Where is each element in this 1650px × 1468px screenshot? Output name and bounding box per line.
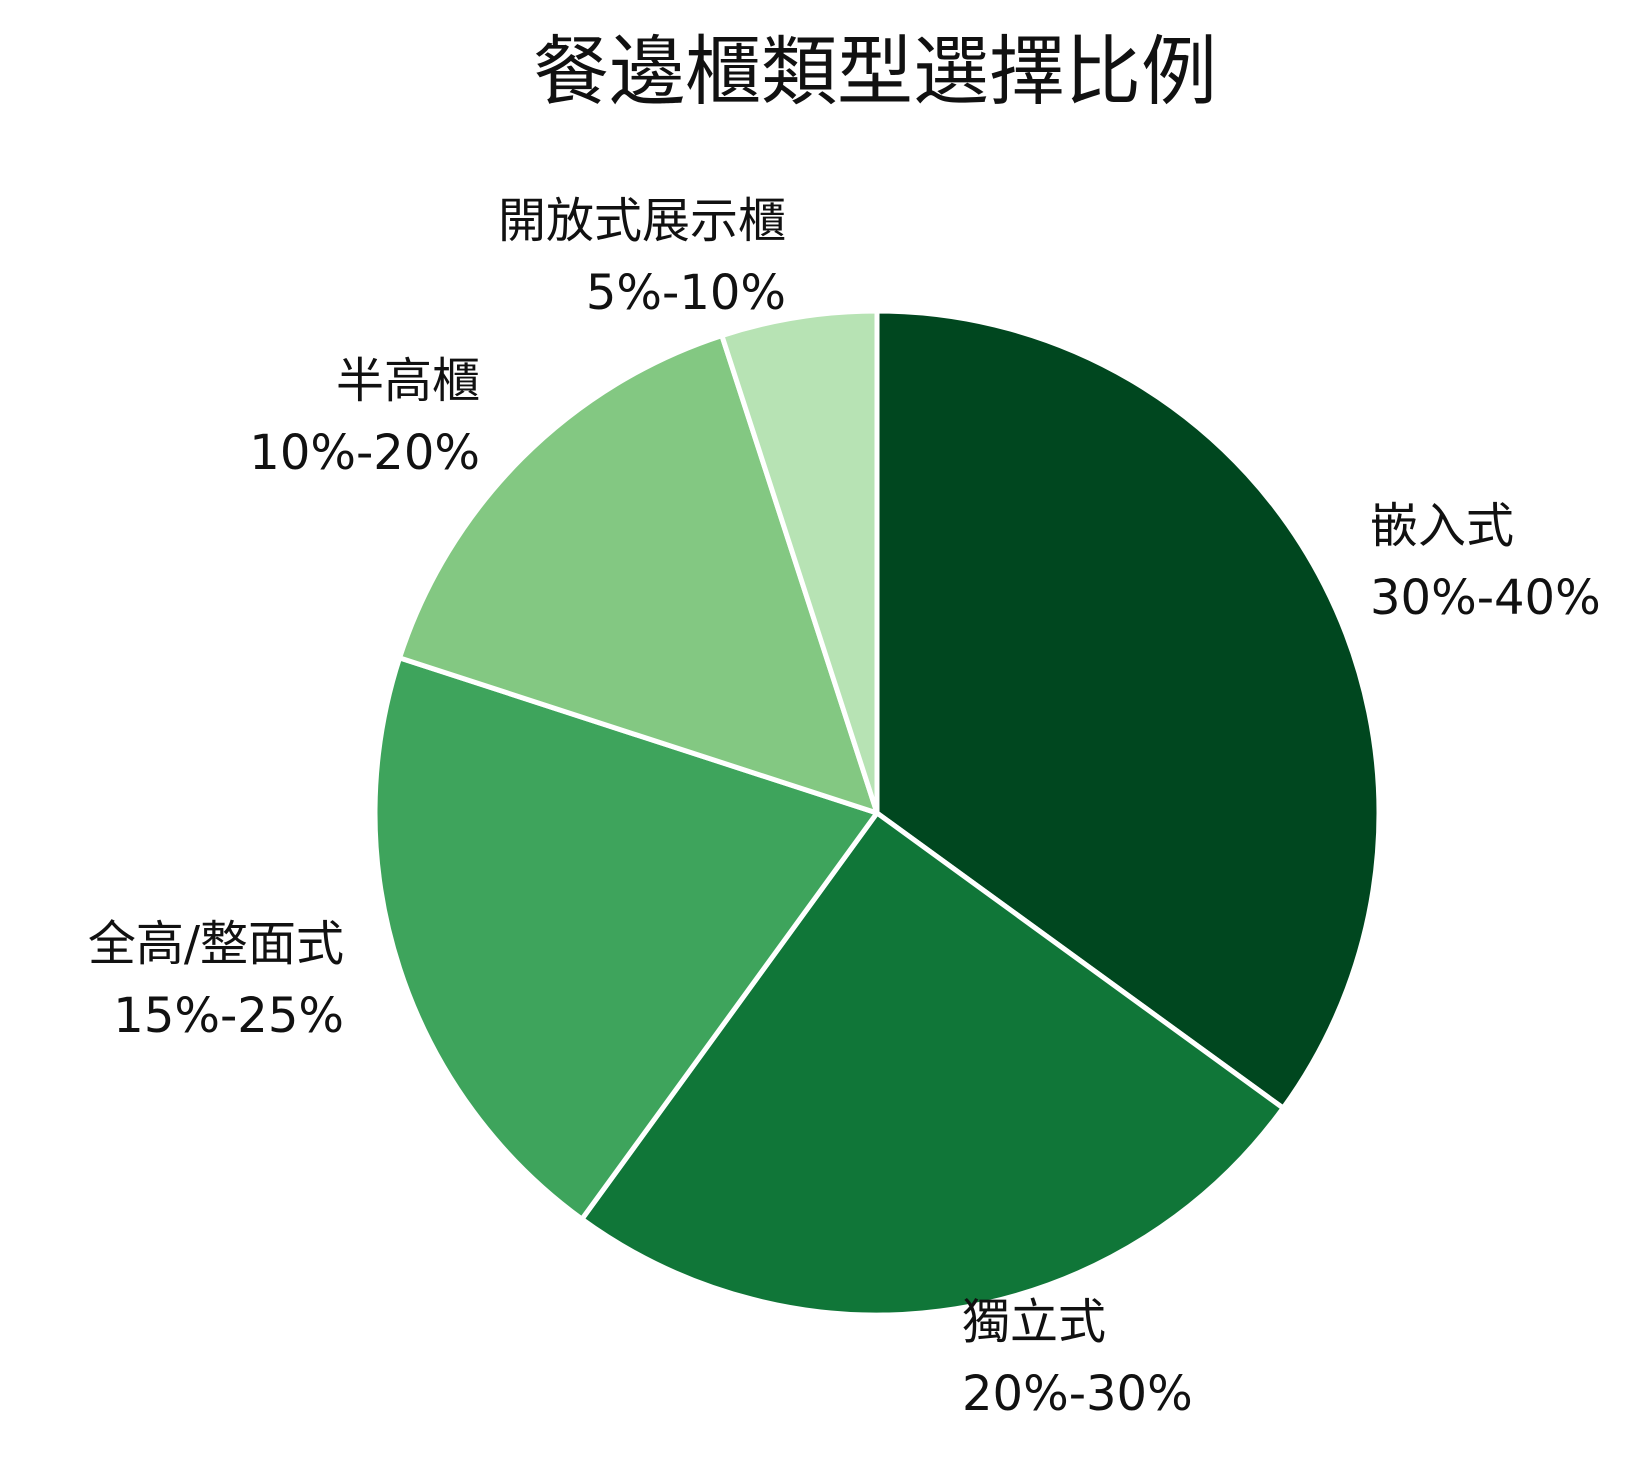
pie-slice-2: [579, 810, 1286, 1318]
slice-label-range: 30%-40%: [1370, 570, 1601, 626]
slice-label-range: 5%-10%: [586, 265, 786, 321]
slice-labels: 嵌入式 30%-40% 獨立式 20%-30% 全高/整面式 15%-25% 半高櫃 10%-…: [88, 193, 1601, 1422]
pie-slice-1: [874, 308, 1382, 1111]
slice-label-name: 開放式展示櫃: [498, 193, 786, 249]
pie-slice-4: [397, 333, 880, 816]
pie-slices: [372, 308, 1382, 1318]
slice-label-range: 10%-20%: [249, 425, 480, 481]
pie-slice-3: [372, 655, 880, 1222]
slice-label-range: 15%-25%: [113, 988, 344, 1044]
slice-label-name: 全高/整面式: [88, 916, 344, 972]
chart-title: 餐邊櫃類型選擇比例: [533, 27, 1217, 116]
slice-label-name: 嵌入式: [1370, 498, 1514, 554]
pie-slice-5: [719, 308, 880, 816]
slice-label-name: 半高櫃: [336, 353, 480, 409]
slice-label-name: 獨立式: [962, 1294, 1106, 1350]
slice-label-range: 20%-30%: [962, 1366, 1193, 1422]
